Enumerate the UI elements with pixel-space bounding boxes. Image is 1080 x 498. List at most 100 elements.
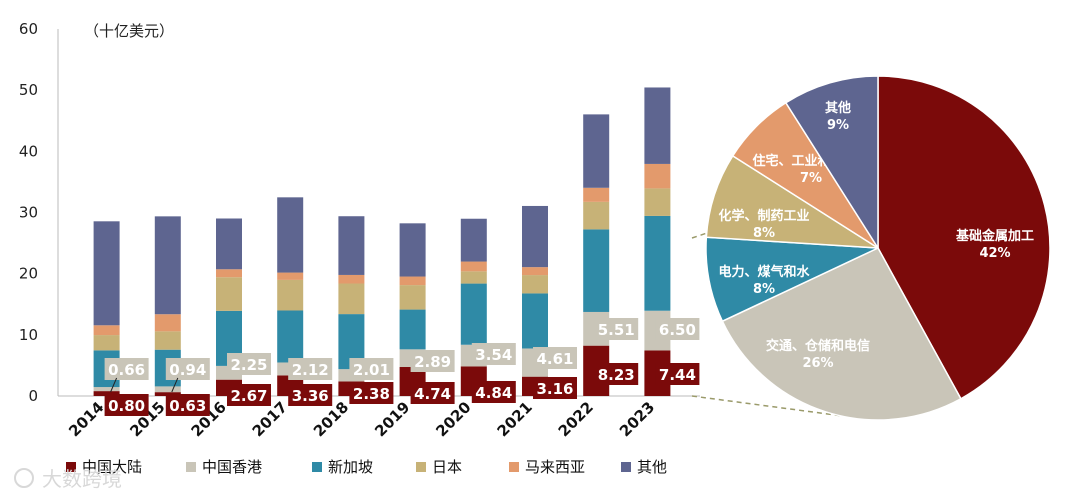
label-box-mainland [227, 384, 271, 406]
bar-segment [216, 269, 242, 278]
bar-segment [583, 187, 610, 202]
legend-label: 日本 [432, 458, 462, 476]
legend: 中国大陆 中国香港 新加坡 日本 马来西亚 其他 [66, 458, 667, 476]
legend-label: 马来西亚 [525, 458, 585, 476]
bar-segment [522, 205, 548, 268]
bar-segment [93, 221, 120, 326]
label-box-mainland [349, 382, 394, 404]
bar-segment [93, 335, 120, 351]
bar-segment [154, 386, 181, 393]
label-box-hongkong [104, 358, 149, 380]
pie-slice-percent: 42% [979, 246, 1010, 261]
x-category-label: 2014 [65, 398, 107, 440]
legend-swatch [186, 462, 196, 472]
data-labels: 0.80 0.66 0.63 0.94 2.67 2.25 3.36 2.12 2.38 2.01… [104, 318, 700, 416]
label-box-mainland [533, 377, 577, 399]
label-box-hongkong [655, 318, 700, 340]
watermark-text: 大数跨境 [42, 467, 122, 491]
bar-segment [644, 163, 671, 189]
y-tick-label: 10 [19, 326, 38, 344]
label-box-mainland [410, 382, 455, 404]
y-tick-label: 20 [19, 265, 38, 283]
label-leader-line [110, 377, 118, 393]
bar-segment [93, 325, 120, 336]
x-category-label: 2023 [616, 398, 658, 440]
label-box-hongkong [471, 343, 516, 365]
pie-slice-percent: 8% [753, 282, 775, 297]
data-label-mainland: 4.74 [414, 385, 451, 403]
pie-slice [784, 75, 879, 251]
x-category-label: 2021 [494, 398, 536, 440]
bar-segment [522, 267, 548, 276]
pie-slice-percent: 7% [800, 171, 822, 186]
data-label-mainland: 0.80 [108, 397, 145, 415]
label-box-hongkong [533, 347, 577, 369]
bar-segment [338, 283, 365, 315]
bar-segment [154, 314, 181, 332]
data-label-hongkong: 5.51 [598, 321, 635, 339]
bar-segment [644, 188, 671, 216]
pie-slice-label: 化学、制药工业 [718, 208, 809, 224]
data-label-mainland: 0.63 [169, 397, 206, 415]
data-label-mainland: 2.67 [230, 387, 267, 405]
bar-segment [522, 293, 548, 349]
watermark: 大数跨境 [14, 467, 122, 491]
pie-connector-bottom [691, 395, 859, 419]
bar-segment [644, 215, 671, 311]
watermark-logo-icon [14, 468, 34, 488]
bar-segment [154, 216, 181, 315]
legend-label: 新加坡 [328, 458, 373, 476]
pie-slice [877, 75, 1051, 400]
bar-segment [277, 310, 304, 363]
bar-segment [399, 276, 426, 286]
legend-swatch [312, 462, 322, 472]
bar-segment [460, 283, 487, 345]
pie-slice-percent: 26% [802, 356, 833, 371]
pie-slice-label: 其他 [825, 100, 851, 116]
legend-swatch [509, 462, 519, 472]
label-box-mainland [655, 363, 700, 385]
x-category-label: 2022 [555, 398, 597, 440]
data-label-mainland: 4.84 [475, 384, 512, 402]
data-label-hongkong: 0.94 [169, 361, 206, 379]
data-label-hongkong: 0.66 [108, 361, 145, 379]
label-box-mainland [288, 384, 333, 406]
legend-swatch [621, 462, 631, 472]
x-category-label: 2019 [371, 398, 413, 440]
bar-segment [583, 114, 610, 188]
pie-slice-label: 电力、煤气和水 [718, 264, 810, 280]
label-box-hongkong [288, 358, 333, 380]
bar-segment [338, 216, 365, 275]
y-tick-label: 60 [19, 20, 38, 38]
data-label-mainland: 8.23 [598, 366, 635, 384]
label-box-mainland [165, 394, 210, 416]
unit-label: （十亿美元） [84, 22, 174, 40]
data-label-hongkong: 6.50 [659, 321, 696, 339]
pie-connector-lines [691, 231, 859, 419]
data-label-mainland: 3.36 [292, 387, 329, 405]
bar-segment [522, 275, 548, 294]
bar-segment [93, 387, 120, 392]
pie-connector-top [691, 231, 711, 239]
pie-slice [721, 247, 962, 421]
bar-segment [460, 218, 487, 262]
bar-segment [277, 272, 304, 280]
pie-slice-label: 基础金属加工 [955, 228, 1034, 244]
label-box-hongkong [227, 353, 271, 375]
legend-swatch [416, 462, 426, 472]
data-label-mainland: 2.38 [353, 385, 390, 403]
legend-swatch [66, 462, 76, 472]
x-category-label: 2020 [432, 398, 474, 440]
label-box-mainland [471, 381, 516, 403]
label-box-hongkong [594, 318, 639, 340]
data-label-mainland: 7.44 [659, 366, 696, 384]
bar-segment [216, 218, 242, 270]
legend-label: 中国香港 [202, 458, 262, 476]
pie-slice-percent: 8% [753, 226, 775, 241]
bar-segment [154, 331, 181, 350]
bar-segment [644, 87, 671, 164]
data-label-hongkong: 2.25 [230, 356, 267, 374]
bar-segment [277, 197, 304, 273]
y-tick-label: 40 [19, 142, 38, 160]
